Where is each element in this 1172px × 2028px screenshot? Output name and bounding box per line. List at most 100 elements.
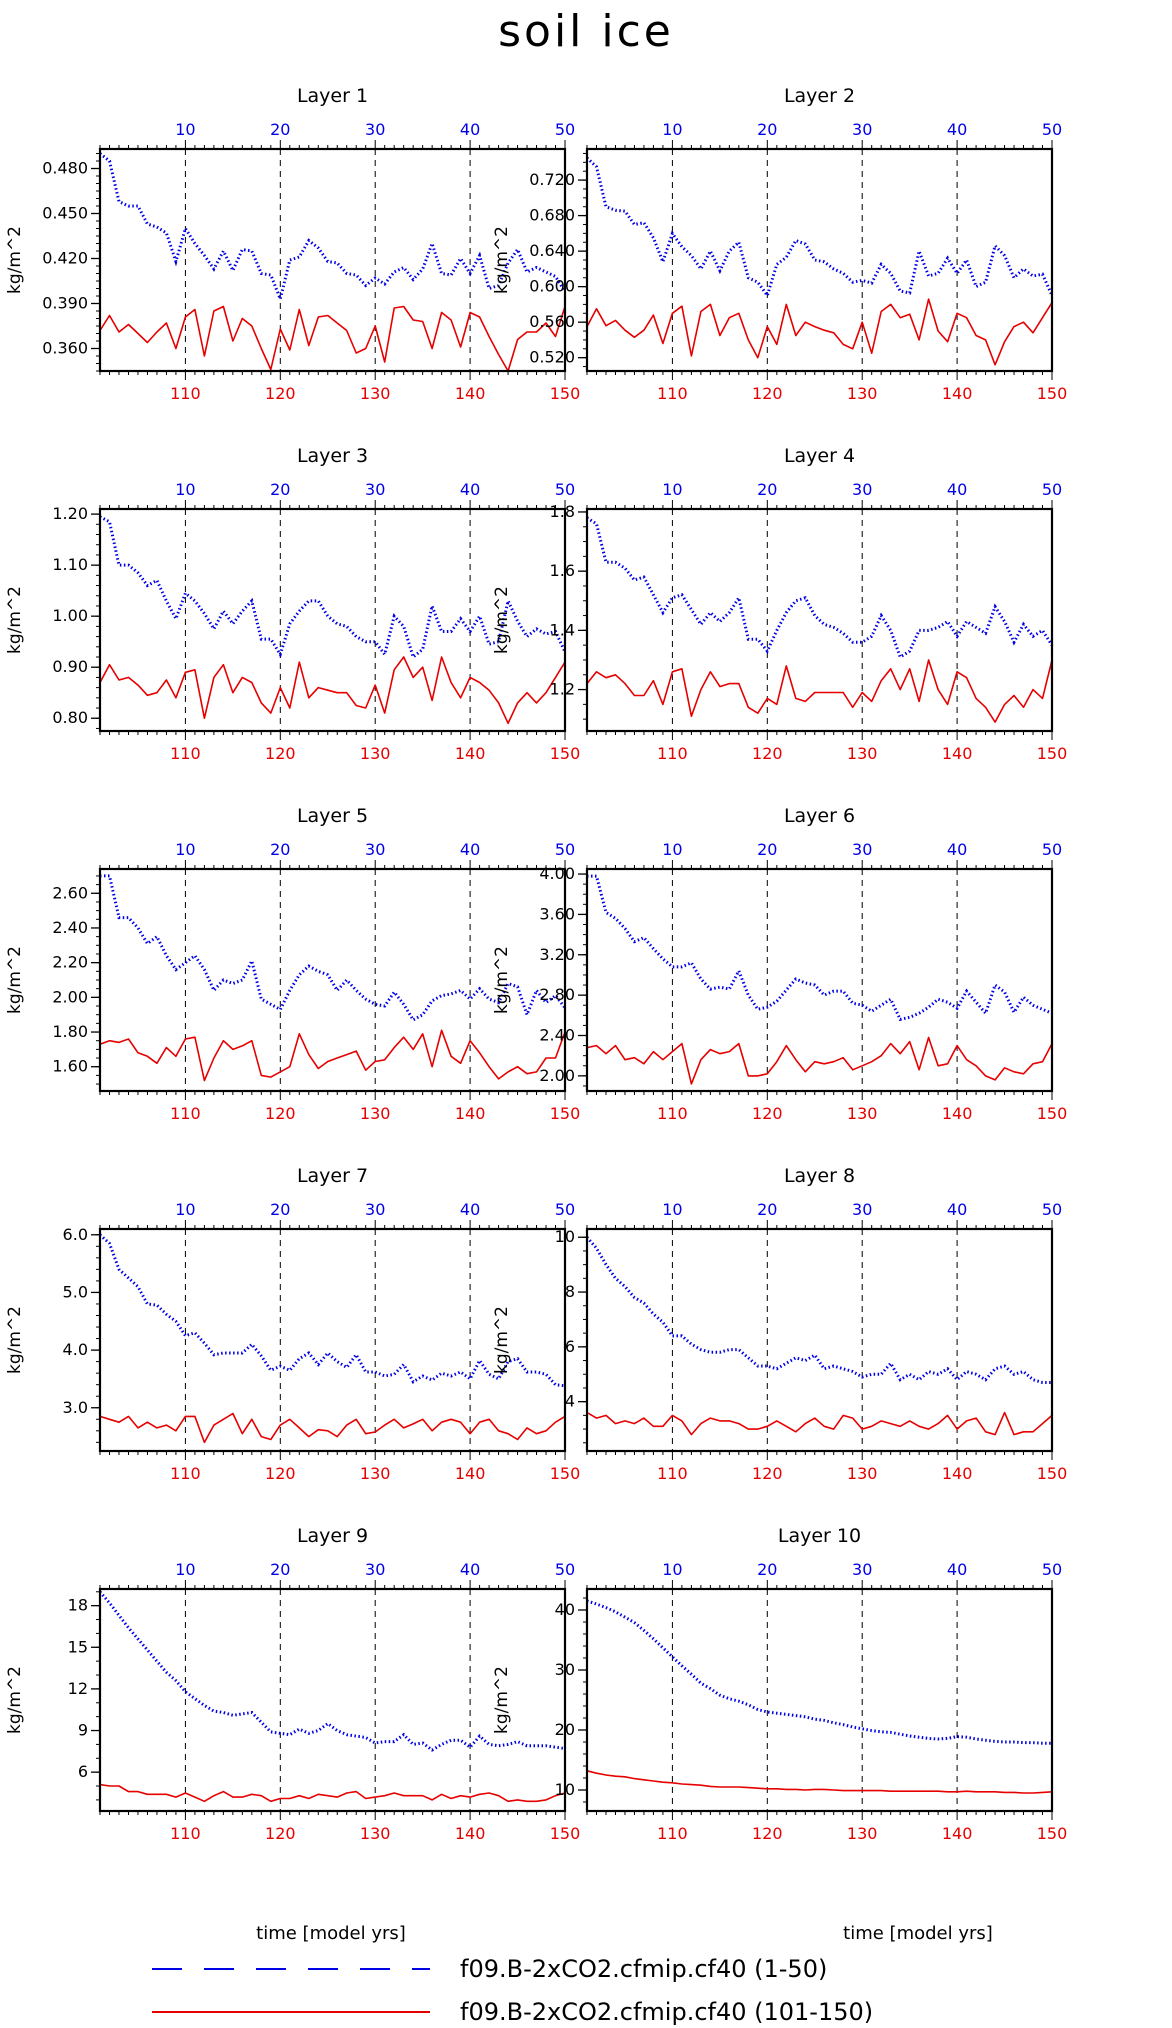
y-tick-label: 40 bbox=[555, 1600, 575, 1619]
y-tick-label: 0.600 bbox=[529, 277, 575, 296]
series-line-101-150 bbox=[586, 659, 1053, 723]
top-tick-label: 30 bbox=[852, 1200, 872, 1219]
plot-frame bbox=[585, 1227, 1054, 1453]
series-line-1-50 bbox=[585, 156, 1054, 299]
y-tick-label: 2.20 bbox=[52, 953, 88, 972]
top-tick-label: 40 bbox=[947, 1200, 967, 1219]
y-tick-label: 0.90 bbox=[52, 657, 88, 676]
top-tick-label: 20 bbox=[757, 120, 777, 139]
bottom-tick-label: 110 bbox=[657, 744, 688, 763]
y-tick-label: 3.0 bbox=[63, 1398, 88, 1417]
panel-title: Layer 4 bbox=[784, 445, 855, 467]
y-tick-label: 1.2 bbox=[550, 680, 575, 699]
y-tick-label: 6.0 bbox=[63, 1225, 88, 1244]
y-tick-label: 10 bbox=[555, 1227, 575, 1246]
bottom-tick-label: 110 bbox=[170, 1104, 201, 1123]
plot-frame bbox=[98, 1227, 567, 1453]
bottom-tick-label: 150 bbox=[550, 1464, 581, 1483]
top-tick-label: 50 bbox=[555, 840, 575, 859]
top-tick-label: 10 bbox=[662, 120, 682, 139]
bottom-tick-label: 110 bbox=[657, 1824, 688, 1843]
legend-label-101-150: f09.B-2xCO2.cfmip.cf40 (101-150) bbox=[460, 1998, 873, 2026]
x-axis-label-right: time [model yrs] bbox=[843, 1923, 993, 1944]
panel-layer-8: Layer 8 4 6 8 10 10 20 30 40 50 110 120 130 140 150 kg/… bbox=[492, 1165, 1067, 1483]
y-axis-label: kg/m^2 bbox=[5, 946, 25, 1014]
y-tick-label: 18 bbox=[68, 1596, 88, 1615]
bottom-tick-label: 140 bbox=[942, 1824, 973, 1843]
y-tick-label: 2.00 bbox=[52, 987, 88, 1006]
x-axis-label-left: time [model yrs] bbox=[256, 1923, 406, 1944]
plot-frame bbox=[98, 1587, 567, 1813]
series-line-101-150 bbox=[99, 656, 566, 725]
y-tick-label: 9 bbox=[78, 1721, 88, 1740]
top-tick-label: 20 bbox=[757, 1200, 777, 1219]
top-tick-label: 50 bbox=[555, 1200, 575, 1219]
bottom-tick-label: 150 bbox=[1037, 1824, 1068, 1843]
top-tick-label: 10 bbox=[175, 480, 195, 499]
top-tick-label: 40 bbox=[947, 120, 967, 139]
y-tick-label: 0.720 bbox=[529, 170, 575, 189]
series-line-101-150 bbox=[586, 1036, 1053, 1085]
bottom-tick-label: 120 bbox=[265, 1824, 296, 1843]
bottom-tick-label: 120 bbox=[752, 1104, 783, 1123]
bottom-tick-label: 120 bbox=[752, 744, 783, 763]
y-tick-label: 6 bbox=[565, 1337, 575, 1356]
y-tick-label: 1.20 bbox=[52, 504, 88, 523]
series-line-101-150 bbox=[99, 1029, 566, 1082]
bottom-tick-label: 110 bbox=[170, 384, 201, 403]
top-tick-label: 30 bbox=[852, 120, 872, 139]
plot-frame bbox=[585, 867, 1054, 1093]
panel-title: Layer 3 bbox=[297, 445, 368, 467]
top-tick-label: 20 bbox=[270, 1560, 290, 1579]
bottom-tick-label: 130 bbox=[847, 1464, 878, 1483]
series-line-101-150 bbox=[586, 298, 1053, 366]
top-tick-label: 20 bbox=[270, 1200, 290, 1219]
panel-layer-1: Layer 1 0.360 0.390 0.420 0.450 0.480 10 20 30 40… bbox=[5, 85, 580, 403]
panel-layer-4: Layer 4 1.2 1.4 1.6 1.8 10 20 30 40 50 110 120 130 14… bbox=[492, 445, 1067, 763]
y-tick-label: 3.20 bbox=[539, 945, 575, 964]
top-tick-label: 50 bbox=[1042, 1560, 1062, 1579]
y-tick-label: 0.480 bbox=[42, 159, 88, 178]
bottom-tick-label: 140 bbox=[942, 1104, 973, 1123]
top-tick-label: 20 bbox=[270, 120, 290, 139]
top-tick-label: 50 bbox=[1042, 120, 1062, 139]
y-axis-label: kg/m^2 bbox=[492, 1306, 512, 1374]
series-line-101-150 bbox=[586, 1770, 1053, 1794]
bottom-tick-label: 150 bbox=[550, 744, 581, 763]
bottom-tick-label: 140 bbox=[455, 384, 486, 403]
bottom-tick-label: 130 bbox=[360, 384, 391, 403]
bottom-tick-label: 150 bbox=[550, 384, 581, 403]
top-tick-label: 40 bbox=[947, 840, 967, 859]
top-tick-label: 20 bbox=[270, 480, 290, 499]
top-tick-label: 50 bbox=[555, 120, 575, 139]
bottom-tick-label: 130 bbox=[847, 1104, 878, 1123]
y-tick-label: 30 bbox=[555, 1660, 575, 1679]
y-axis-label: kg/m^2 bbox=[5, 586, 25, 654]
bottom-tick-label: 110 bbox=[170, 1824, 201, 1843]
y-axis-label: kg/m^2 bbox=[5, 1306, 25, 1374]
y-tick-label: 0.360 bbox=[42, 339, 88, 358]
top-tick-label: 30 bbox=[365, 1560, 385, 1579]
series-line-1-50 bbox=[100, 874, 567, 1022]
y-tick-label: 0.520 bbox=[529, 348, 575, 367]
legend: f09.B-2xCO2.cfmip.cf40 (1-50) f09.B-2xCO… bbox=[152, 1955, 873, 2026]
top-tick-label: 20 bbox=[757, 480, 777, 499]
y-tick-label: 2.80 bbox=[539, 985, 575, 1004]
plot-frame bbox=[585, 507, 1054, 733]
top-tick-label: 30 bbox=[365, 120, 385, 139]
bottom-tick-label: 130 bbox=[847, 1824, 878, 1843]
figure-title: soil ice bbox=[498, 6, 674, 57]
bottom-tick-label: 120 bbox=[752, 384, 783, 403]
top-tick-label: 10 bbox=[175, 840, 195, 859]
plot-frame bbox=[585, 147, 1054, 373]
series-line-1-50 bbox=[586, 516, 1054, 660]
legend-label-1-50: f09.B-2xCO2.cfmip.cf40 (1-50) bbox=[460, 1955, 827, 1983]
series-line-1-50 bbox=[587, 874, 1053, 1022]
plot-frame bbox=[98, 147, 567, 373]
top-tick-label: 10 bbox=[175, 120, 195, 139]
y-tick-label: 4.00 bbox=[539, 864, 575, 883]
panel-title: Layer 2 bbox=[784, 85, 855, 107]
y-tick-label: 2.00 bbox=[539, 1066, 575, 1085]
bottom-tick-label: 120 bbox=[265, 1104, 296, 1123]
